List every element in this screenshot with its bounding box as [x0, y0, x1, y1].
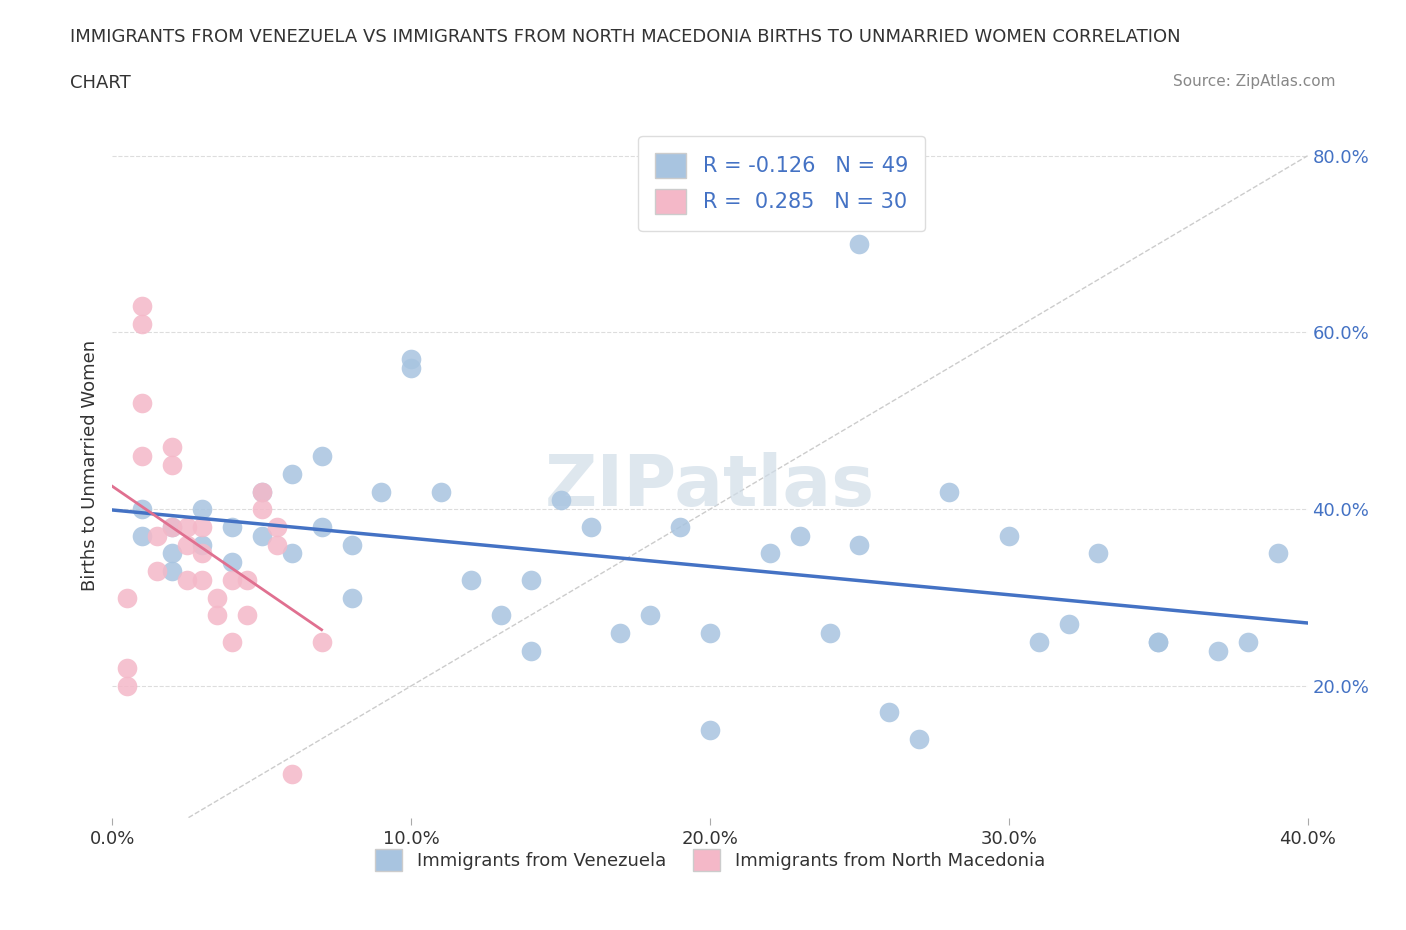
Point [250, 484, 273, 498]
Point [550, 493, 572, 508]
Point [191, 538, 214, 552]
Point [520, 644, 543, 658]
Point [1028, 634, 1050, 649]
Legend: Immigrants from Venezuela, Immigrants from North Macedonia: Immigrants from Venezuela, Immigrants fr… [366, 840, 1054, 880]
Point [311, 449, 333, 464]
Point [250, 484, 273, 498]
Point [191, 519, 214, 534]
Point [311, 519, 333, 534]
Point [401, 352, 423, 366]
Text: CHART: CHART [70, 74, 131, 92]
Point [131, 502, 153, 517]
Point [176, 573, 198, 588]
Point [191, 573, 214, 588]
Point [117, 679, 139, 694]
Point [146, 564, 169, 578]
Point [699, 723, 721, 737]
Point [191, 502, 214, 517]
Point [236, 573, 259, 588]
Point [609, 625, 631, 640]
Point [848, 237, 870, 252]
Point [669, 519, 692, 534]
Point [520, 573, 543, 588]
Point [221, 554, 243, 569]
Point [131, 316, 153, 331]
Point [221, 573, 243, 588]
Point [879, 705, 901, 720]
Point [759, 546, 782, 561]
Point [311, 634, 333, 649]
Point [205, 608, 228, 623]
Point [460, 573, 482, 588]
Point [250, 502, 273, 517]
Point [1147, 634, 1170, 649]
Point [176, 519, 198, 534]
Point [266, 538, 288, 552]
Point [699, 625, 721, 640]
Point [117, 591, 139, 605]
Point [1057, 617, 1080, 631]
Point [221, 634, 243, 649]
Point [162, 546, 183, 561]
Text: IMMIGRANTS FROM VENEZUELA VS IMMIGRANTS FROM NORTH MACEDONIA BIRTHS TO UNMARRIED: IMMIGRANTS FROM VENEZUELA VS IMMIGRANTS … [70, 28, 1181, 46]
Point [236, 608, 259, 623]
Text: ZIPatlas: ZIPatlas [546, 452, 875, 521]
Point [281, 467, 304, 482]
Point [640, 608, 662, 623]
Point [998, 528, 1021, 543]
Point [131, 396, 153, 411]
Point [579, 519, 602, 534]
Point [401, 360, 423, 375]
Point [370, 484, 392, 498]
Point [1206, 644, 1229, 658]
Point [162, 519, 183, 534]
Point [162, 564, 183, 578]
Point [848, 538, 870, 552]
Point [789, 528, 811, 543]
Point [162, 519, 183, 534]
Y-axis label: Births to Unmarried Women: Births to Unmarried Women [80, 339, 98, 591]
Point [430, 484, 453, 498]
Point [117, 660, 139, 675]
Point [489, 608, 512, 623]
Point [131, 449, 153, 464]
Point [340, 538, 363, 552]
Point [938, 484, 960, 498]
Point [162, 458, 183, 472]
Point [281, 546, 304, 561]
Point [162, 440, 183, 455]
Point [340, 591, 363, 605]
Point [818, 625, 841, 640]
Point [1267, 546, 1289, 561]
Point [191, 546, 214, 561]
Point [131, 528, 153, 543]
Point [1087, 546, 1109, 561]
Point [250, 528, 273, 543]
Point [205, 591, 228, 605]
Point [146, 528, 169, 543]
Point [1237, 634, 1260, 649]
Point [908, 731, 931, 746]
Text: Source: ZipAtlas.com: Source: ZipAtlas.com [1173, 74, 1336, 89]
Point [221, 519, 243, 534]
Point [266, 519, 288, 534]
Point [131, 299, 153, 313]
Point [176, 538, 198, 552]
Point [281, 766, 304, 781]
Point [1147, 634, 1170, 649]
